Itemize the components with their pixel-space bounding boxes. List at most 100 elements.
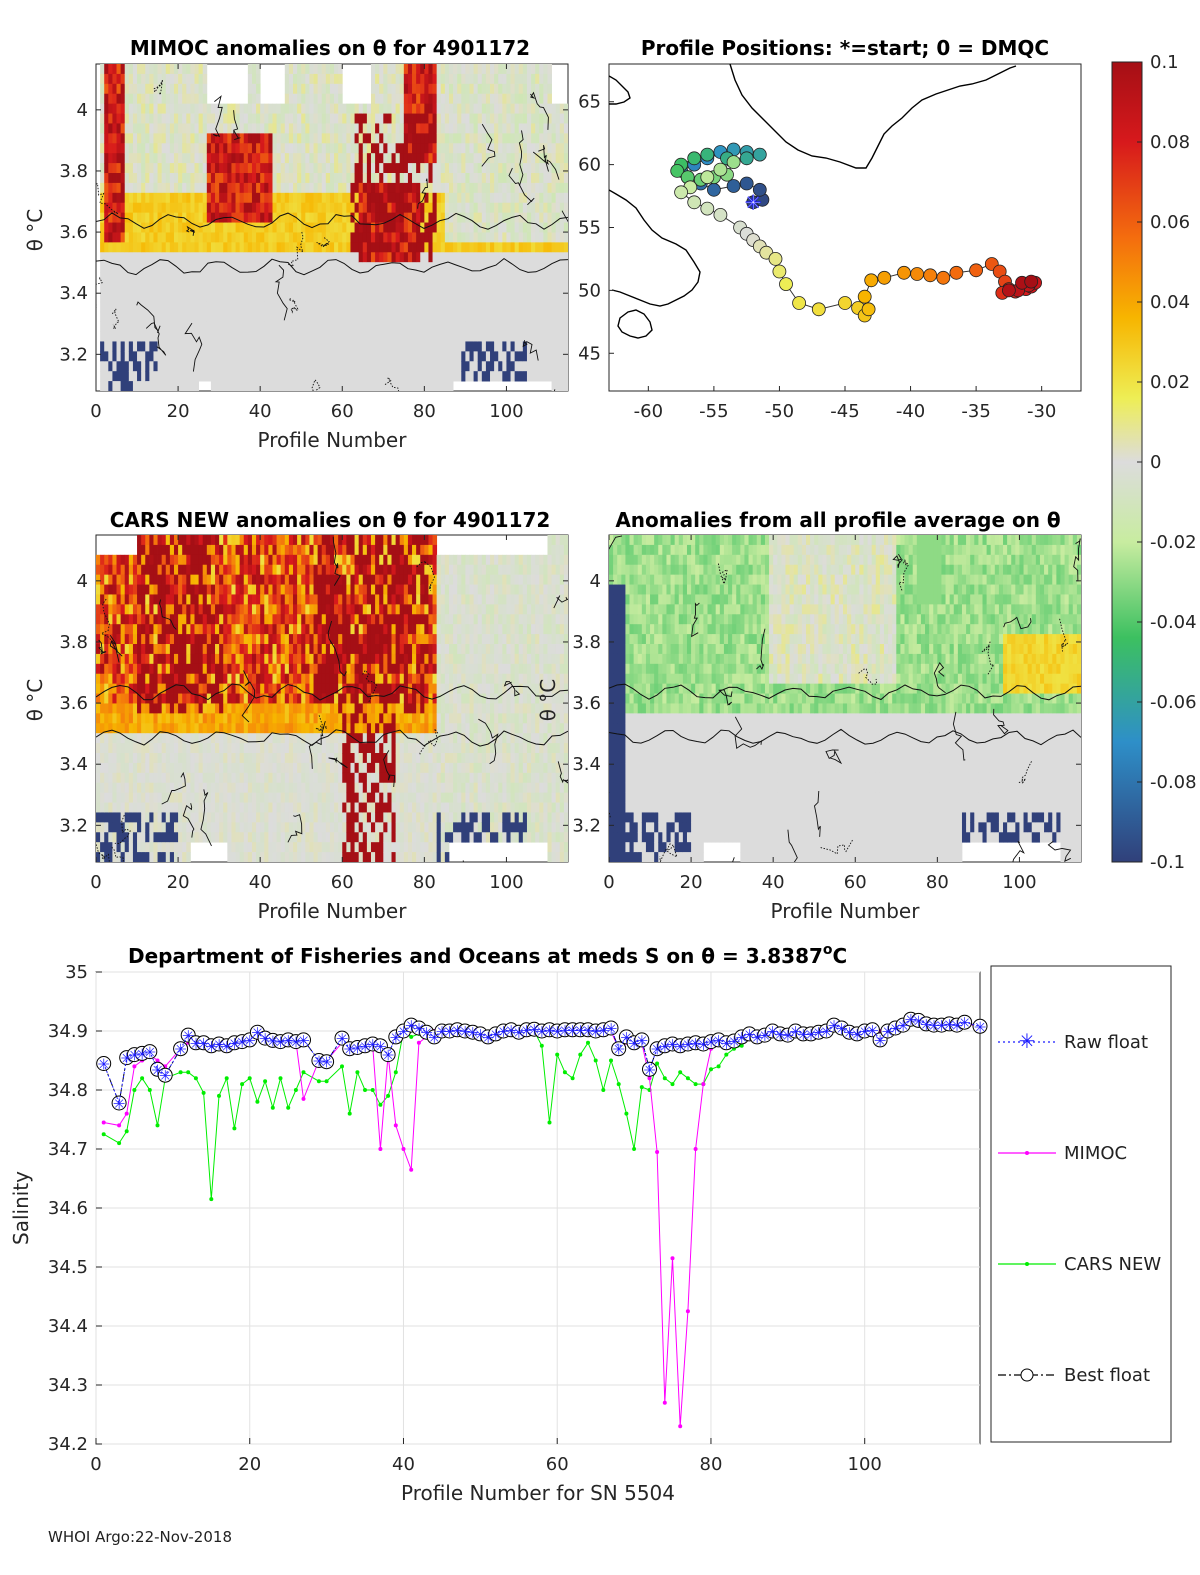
heat-cell [457, 173, 462, 184]
heat-cell [272, 163, 277, 174]
heat-cell [395, 371, 401, 382]
heat-cell [559, 133, 565, 144]
heat-cell [457, 212, 462, 223]
heat-cell [309, 341, 314, 352]
heat-cell [288, 331, 294, 342]
heat-cell [535, 123, 540, 134]
heat-cell [366, 202, 372, 214]
heat-cell [547, 143, 552, 154]
heat-cell [391, 73, 397, 85]
heat-cell [227, 544, 232, 556]
heat-cell [96, 564, 101, 576]
heat-cell [145, 624, 150, 635]
heat-cell [223, 242, 228, 253]
heat-cell [243, 703, 249, 714]
heat-cell [210, 361, 216, 372]
heat-cell [412, 262, 417, 273]
heat-cell [481, 153, 487, 164]
heat-cell [108, 653, 113, 665]
heat-cell [457, 143, 462, 154]
heat-cell [198, 83, 204, 95]
heat-cell [469, 133, 474, 144]
heat-cell [219, 133, 224, 144]
heat-cell [469, 93, 474, 105]
heat-cell [358, 361, 364, 372]
heat-cell [239, 604, 245, 615]
heat-cell [535, 73, 540, 85]
heat-cell [231, 262, 236, 273]
heat-cell [100, 762, 105, 774]
heat-cell [128, 173, 134, 184]
heat-cell [178, 832, 183, 843]
heat-cell [403, 351, 409, 362]
heat-cell [124, 291, 130, 303]
heat-cell [173, 93, 179, 105]
heat-cell [239, 554, 245, 566]
heat-cell [280, 262, 286, 273]
heat-cell [284, 113, 290, 124]
heat-cell [243, 113, 249, 124]
heat-cell [165, 713, 171, 724]
heat-cell [305, 371, 310, 382]
heat-cell [477, 173, 483, 184]
heat-cell [227, 143, 232, 154]
heat-cell [124, 772, 130, 784]
heat-cell [186, 634, 191, 645]
heat-cell [338, 361, 343, 372]
heat-cell [120, 301, 126, 313]
heat-cell [235, 703, 241, 714]
heat-cell [186, 182, 191, 194]
heat-cell [383, 262, 388, 273]
heat-cell [403, 341, 409, 352]
heat-cell [153, 624, 158, 635]
heat-cell [284, 321, 290, 332]
heat-cell [395, 321, 401, 332]
heat-cell [251, 93, 257, 105]
heat-cell [178, 291, 183, 303]
heat-cell [481, 331, 487, 342]
heat-cell [305, 192, 310, 204]
heat-cell [153, 291, 158, 303]
heat-cell [104, 331, 109, 342]
heat-cell [416, 311, 421, 323]
heat-cell [128, 604, 134, 615]
heat-cell [190, 341, 195, 352]
heat-cell [247, 574, 253, 585]
heat-cell [379, 182, 384, 194]
heat-cell [108, 163, 113, 174]
heat-cell [141, 762, 146, 774]
heat-cell [309, 73, 314, 85]
contour-line [96, 182, 119, 215]
heat-cell [100, 153, 105, 164]
heat-cell [395, 93, 401, 105]
heat-cell [362, 311, 368, 323]
heat-cell [100, 242, 105, 253]
heat-cell [161, 743, 167, 754]
heat-cell [551, 341, 557, 352]
heat-cell [108, 564, 113, 576]
heat-cell [469, 202, 474, 214]
heat-cell [539, 252, 544, 263]
heat-cell [268, 282, 273, 293]
heat-cell [116, 653, 122, 665]
heat-cell [161, 64, 167, 75]
heat-cell [264, 143, 269, 154]
heat-cell [465, 222, 470, 233]
heat-cell [370, 83, 376, 95]
heat-cell [178, 792, 183, 803]
heat-cell [317, 182, 323, 194]
heat-cell [551, 133, 557, 144]
heat-cell [145, 614, 150, 625]
heat-cell [100, 212, 105, 223]
heat-cell [301, 361, 306, 372]
heat-cell [100, 634, 105, 645]
heat-cell [202, 683, 208, 694]
heat-cell [498, 182, 503, 194]
heat-cell [215, 232, 220, 243]
heat-cell [412, 212, 417, 223]
heat-cell [444, 153, 450, 164]
heat-cell [457, 361, 462, 372]
heat-cell [215, 822, 220, 833]
heat-cell [387, 123, 392, 134]
heat-cell [309, 192, 314, 204]
